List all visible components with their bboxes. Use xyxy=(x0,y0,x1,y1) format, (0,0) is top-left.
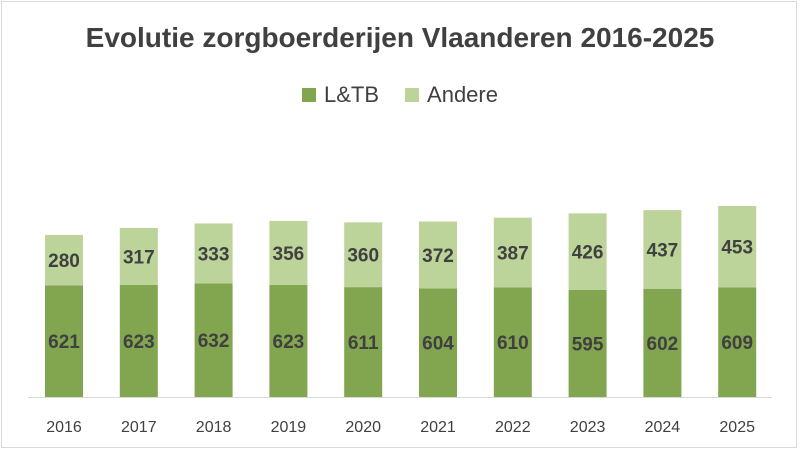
data-label-ltb-2018: 632 xyxy=(198,331,230,352)
data-label-ltb-2024: 602 xyxy=(647,334,679,355)
bar-ltb-2020 xyxy=(344,287,383,397)
data-label-andere-2025: 453 xyxy=(721,238,753,259)
bar-andere-2024 xyxy=(643,210,682,289)
x-tick-label-2017: 2017 xyxy=(121,419,157,436)
x-tick-label-2019: 2019 xyxy=(271,419,307,436)
bar-ltb-2022 xyxy=(493,287,532,397)
bar-andere-2019 xyxy=(269,220,308,285)
data-label-andere-2019: 356 xyxy=(273,244,305,265)
x-tick-label-2025: 2025 xyxy=(719,419,755,436)
bar-ltb-2021 xyxy=(419,288,457,397)
x-tick-label-2018: 2018 xyxy=(196,419,232,436)
bar-ltb-2019 xyxy=(269,284,308,397)
bar-ltb-2024 xyxy=(643,288,682,397)
bar-andere-2025 xyxy=(718,206,757,288)
data-label-ltb-2022: 610 xyxy=(497,333,529,354)
legend: L&TB Andere xyxy=(0,82,800,108)
legend-item-andere: Andere xyxy=(405,82,498,108)
data-label-andere-2023: 426 xyxy=(572,243,604,264)
bar-ltb-2016 xyxy=(45,285,83,397)
x-tick-label-2024: 2024 xyxy=(645,419,681,436)
bar-andere-2022 xyxy=(493,217,532,288)
bar-ltb-2017 xyxy=(119,284,158,397)
data-label-andere-2024: 437 xyxy=(647,240,679,261)
data-label-ltb-2017: 623 xyxy=(123,332,155,353)
bar-andere-2021 xyxy=(419,221,457,289)
legend-label-ltb: L&TB xyxy=(324,82,380,107)
data-label-andere-2022: 387 xyxy=(497,243,529,264)
legend-swatch-ltb xyxy=(302,88,316,102)
x-tick-label-2016: 2016 xyxy=(46,419,82,436)
bar-andere-2023 xyxy=(568,213,607,290)
x-tick-label-2023: 2023 xyxy=(570,419,606,436)
data-label-ltb-2019: 623 xyxy=(273,332,305,353)
data-label-andere-2018: 333 xyxy=(198,244,230,265)
x-tick-label-2021: 2021 xyxy=(420,419,456,436)
data-label-andere-2016: 280 xyxy=(48,251,80,272)
legend-swatch-andere xyxy=(405,88,420,102)
data-label-andere-2020: 360 xyxy=(347,246,379,267)
bar-andere-2018 xyxy=(194,223,233,284)
bar-ltb-2025 xyxy=(718,287,757,397)
x-tick-label-2020: 2020 xyxy=(345,419,381,436)
x-tick-label-2022: 2022 xyxy=(495,419,531,436)
bar-andere-2020 xyxy=(344,222,383,288)
data-label-ltb-2025: 609 xyxy=(721,333,753,354)
bar-andere-2016 xyxy=(45,234,83,286)
chart-title: Evolutie zorgboerderijen Vlaanderen 2016… xyxy=(85,22,715,53)
data-label-ltb-2020: 611 xyxy=(348,333,379,354)
data-label-andere-2021: 372 xyxy=(422,246,454,267)
legend-item-ltb: L&TB xyxy=(302,82,379,108)
bar-andere-2017 xyxy=(119,227,158,285)
data-label-ltb-2023: 595 xyxy=(572,334,604,355)
bar-ltb-2018 xyxy=(194,283,233,397)
bar-ltb-2023 xyxy=(568,289,607,397)
data-label-ltb-2016: 621 xyxy=(48,332,80,353)
data-label-ltb-2021: 604 xyxy=(422,334,454,355)
legend-label-andere: Andere xyxy=(427,82,498,107)
data-label-andere-2017: 317 xyxy=(123,247,155,268)
